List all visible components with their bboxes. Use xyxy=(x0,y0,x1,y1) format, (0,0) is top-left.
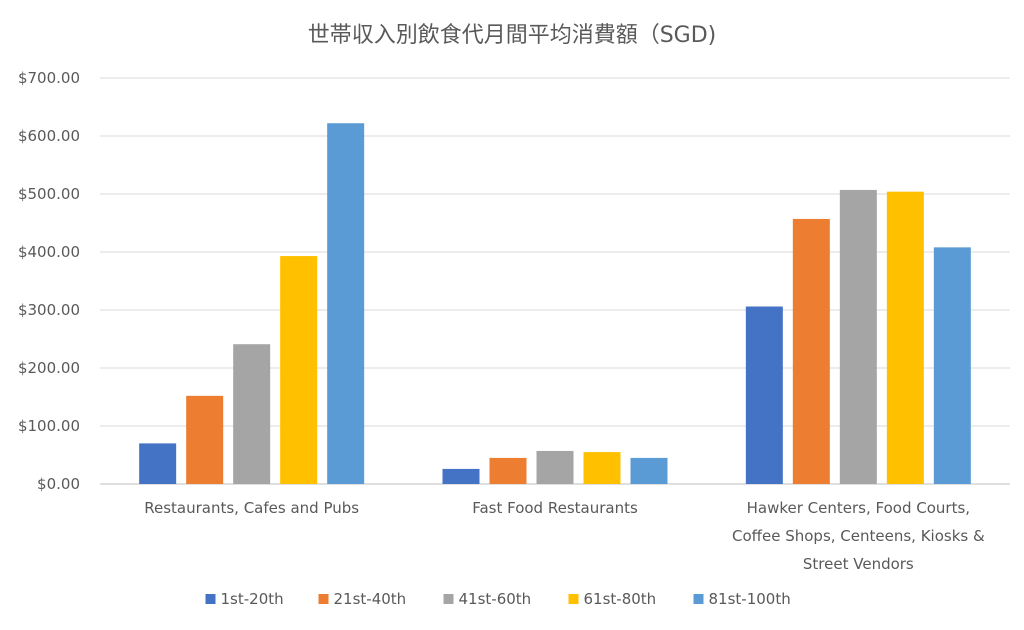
x-axis-category-labels: Restaurants, Cafes and Pubs Fast Food Res… xyxy=(144,499,985,573)
legend-item-1st-20th[interactable]: 1st-20th xyxy=(205,590,284,608)
y-axis-tick-labels: $0.00 $100.00 $200.00 $300.00 $400.00 $500.00… xyxy=(18,69,80,493)
y-tick-label: $0.00 xyxy=(37,475,80,493)
bar-21st-40th xyxy=(792,218,830,484)
bar-81st-100th xyxy=(327,123,365,485)
bar-1st-20th xyxy=(442,468,480,484)
bar-41st-60th xyxy=(536,450,574,484)
legend-swatch xyxy=(693,594,704,604)
y-tick-label: $300.00 xyxy=(18,301,80,319)
legend-swatch xyxy=(443,594,454,604)
bars xyxy=(139,123,971,485)
y-tick-label: $200.00 xyxy=(18,359,80,377)
bar-61st-80th xyxy=(886,191,924,484)
legend-item-61st-80th[interactable]: 61st-80th xyxy=(568,590,657,608)
bar-81st-100th xyxy=(933,247,971,484)
bar-41st-60th xyxy=(233,344,271,484)
legend-label: 1st-20th xyxy=(221,590,284,608)
y-tick-label: $400.00 xyxy=(18,243,80,261)
legend-label: 41st-60th xyxy=(459,590,532,608)
legend-item-81st-100th[interactable]: 81st-100th xyxy=(693,590,791,608)
x-category-label: Street Vendors xyxy=(803,555,914,573)
x-category-label: Fast Food Restaurants xyxy=(472,499,638,517)
bar-41st-60th xyxy=(839,189,877,484)
bar-21st-40th xyxy=(186,395,224,484)
chart-title: 世帯収入別飲食代月間平均消費額（SGD) xyxy=(308,23,717,48)
bar-1st-20th xyxy=(745,306,783,484)
y-tick-label: $500.00 xyxy=(18,185,80,203)
legend-label: 61st-80th xyxy=(584,590,657,608)
legend-label: 21st-40th xyxy=(334,590,407,608)
bar-61st-80th xyxy=(583,452,621,484)
legend-swatch xyxy=(318,594,329,604)
legend-item-41st-60th[interactable]: 41st-60th xyxy=(443,590,532,608)
legend-swatch xyxy=(568,594,579,604)
legend-swatch xyxy=(205,594,216,604)
legend-label: 81st-100th xyxy=(709,590,791,608)
bar-1st-20th xyxy=(139,443,177,484)
x-category-label: Restaurants, Cafes and Pubs xyxy=(144,499,359,517)
bar-81st-100th xyxy=(630,457,668,484)
x-category-label: Hawker Centers, Food Courts, xyxy=(747,499,970,517)
bar-21st-40th xyxy=(489,457,527,484)
y-tick-label: $100.00 xyxy=(18,417,80,435)
legend-item-21st-40th[interactable]: 21st-40th xyxy=(318,590,407,608)
legend[interactable]: 1st-20th 21st-40th 41st-60th 61st-80th 81st-… xyxy=(205,590,791,608)
y-tick-label: $600.00 xyxy=(18,127,80,145)
x-category-label: Coffee Shops, Centeens, Kiosks & xyxy=(732,527,985,545)
y-tick-label: $700.00 xyxy=(18,69,80,87)
bar-61st-80th xyxy=(280,256,318,484)
